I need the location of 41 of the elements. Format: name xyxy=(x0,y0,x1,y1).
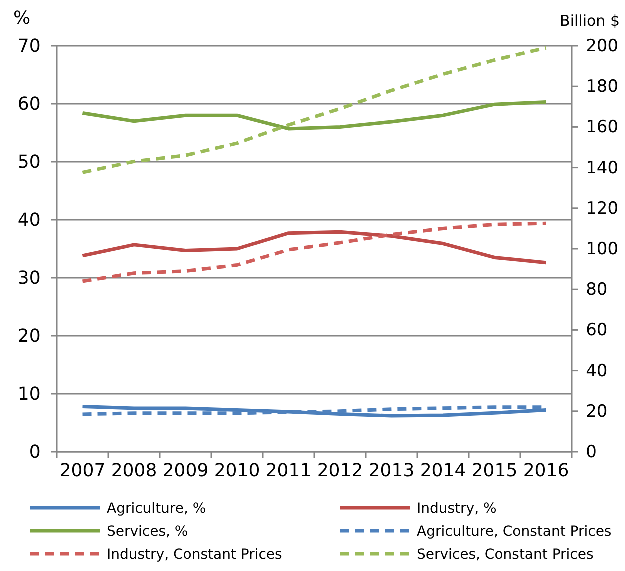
y2-tick-label: 180 xyxy=(586,77,619,98)
y-axis-title: % xyxy=(13,8,31,29)
y-tick-label: 20 xyxy=(18,326,41,347)
x-tick-label: 2007 xyxy=(60,460,106,482)
line-series xyxy=(81,222,548,284)
y2-tick-label: 0 xyxy=(586,442,597,462)
x-tick-label: 2015 xyxy=(472,460,518,482)
y2-tick-label: 160 xyxy=(586,118,619,138)
line-series xyxy=(81,46,548,174)
x-tick-label: 2013 xyxy=(368,460,415,482)
x-tick-label: 2014 xyxy=(420,460,466,482)
y2-tick-label: 200 xyxy=(586,36,619,56)
legend-label: Industry, Constant Prices xyxy=(107,547,282,563)
y2-tick-label: 60 xyxy=(586,320,608,341)
y-tick-label: 60 xyxy=(18,94,41,115)
legend-label: Industry, % xyxy=(417,501,497,517)
y-tick-label: 30 xyxy=(18,268,41,289)
y-tick-label: 40 xyxy=(18,210,41,231)
line-series xyxy=(81,230,548,265)
legend-label: Services, % xyxy=(107,524,188,540)
y2-tick-label: 120 xyxy=(586,198,619,219)
x-tick-label: 2008 xyxy=(111,460,158,482)
y-tick-label: 10 xyxy=(18,384,41,405)
y2-tick-label: 100 xyxy=(586,239,619,260)
x-tick-label: 2010 xyxy=(214,460,260,482)
x-tick-label: 2009 xyxy=(162,460,209,482)
y2-tick-label: 20 xyxy=(586,402,608,422)
y2-tick-label: 80 xyxy=(586,280,608,300)
y-tick-label: 50 xyxy=(18,152,41,173)
x-tick-label: 2011 xyxy=(266,460,312,482)
y2-tick-label: 40 xyxy=(586,361,608,382)
legend-label: Services, Constant Prices xyxy=(417,547,594,563)
x-tick-label: 2016 xyxy=(523,460,570,482)
x-tick-label: 2012 xyxy=(317,460,364,482)
y-tick-label: 70 xyxy=(18,36,41,57)
y2-tick-label: 140 xyxy=(586,158,619,178)
line-series xyxy=(81,100,548,131)
y2-axis-title: Billion $ xyxy=(560,12,620,30)
legend-label: Agriculture, Constant Prices xyxy=(417,524,612,540)
y-tick-label: 0 xyxy=(29,442,41,463)
legend-label: Agriculture, % xyxy=(107,501,206,517)
